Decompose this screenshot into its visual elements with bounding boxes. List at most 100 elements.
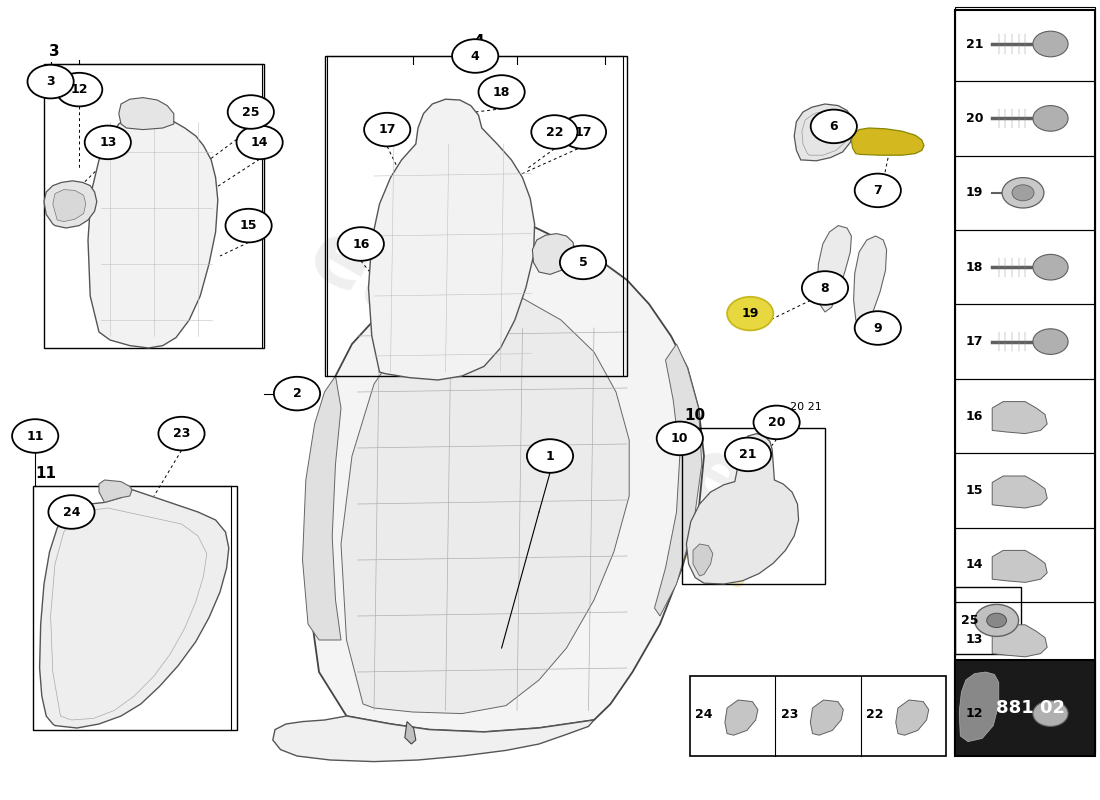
Circle shape bbox=[1033, 106, 1068, 131]
Polygon shape bbox=[654, 344, 702, 616]
Bar bbox=[955, 587, 1021, 654]
Text: 10: 10 bbox=[671, 432, 689, 445]
Text: 9: 9 bbox=[873, 322, 882, 334]
Bar bbox=[324, 56, 627, 376]
Text: 14: 14 bbox=[251, 136, 268, 149]
Polygon shape bbox=[88, 114, 218, 348]
Polygon shape bbox=[895, 700, 928, 735]
Circle shape bbox=[478, 75, 525, 109]
Circle shape bbox=[855, 174, 901, 207]
Circle shape bbox=[1033, 329, 1068, 354]
Text: 13: 13 bbox=[99, 136, 117, 149]
Circle shape bbox=[531, 115, 578, 149]
Text: 3: 3 bbox=[50, 44, 60, 59]
Circle shape bbox=[1002, 178, 1044, 208]
Polygon shape bbox=[308, 164, 704, 732]
Circle shape bbox=[228, 95, 274, 129]
Polygon shape bbox=[992, 476, 1047, 508]
Bar bbox=[955, 82, 1094, 155]
Text: 22: 22 bbox=[866, 708, 883, 721]
Circle shape bbox=[1033, 701, 1068, 726]
Text: 19: 19 bbox=[966, 186, 983, 199]
Polygon shape bbox=[817, 226, 851, 312]
Text: 17: 17 bbox=[966, 335, 983, 348]
Text: 4: 4 bbox=[473, 34, 484, 50]
Polygon shape bbox=[44, 181, 97, 228]
Circle shape bbox=[855, 311, 901, 345]
Text: 7: 7 bbox=[873, 184, 882, 197]
Polygon shape bbox=[405, 722, 416, 744]
Text: 1: 1 bbox=[546, 450, 554, 462]
Polygon shape bbox=[302, 376, 341, 640]
Text: 4: 4 bbox=[471, 50, 480, 62]
Bar bbox=[955, 676, 1094, 750]
Polygon shape bbox=[40, 490, 229, 728]
Text: eurospares: eurospares bbox=[294, 212, 806, 556]
Polygon shape bbox=[959, 672, 999, 742]
Text: 23: 23 bbox=[173, 427, 190, 440]
Circle shape bbox=[975, 605, 1019, 637]
Text: 17: 17 bbox=[574, 126, 592, 138]
Text: 5: 5 bbox=[579, 256, 587, 269]
Text: 16: 16 bbox=[966, 410, 983, 422]
Circle shape bbox=[560, 115, 606, 149]
Polygon shape bbox=[532, 234, 574, 274]
Text: 11: 11 bbox=[35, 466, 56, 481]
Bar bbox=[955, 230, 1094, 304]
Polygon shape bbox=[992, 625, 1047, 657]
Text: 21: 21 bbox=[966, 38, 983, 50]
Circle shape bbox=[560, 246, 606, 279]
Text: 6: 6 bbox=[829, 120, 838, 133]
Circle shape bbox=[48, 495, 95, 529]
Polygon shape bbox=[341, 280, 629, 714]
Circle shape bbox=[1012, 185, 1034, 201]
Circle shape bbox=[338, 227, 384, 261]
Circle shape bbox=[725, 438, 771, 471]
Circle shape bbox=[226, 209, 272, 242]
Bar bbox=[690, 676, 946, 756]
Circle shape bbox=[727, 297, 773, 330]
Circle shape bbox=[802, 271, 848, 305]
Text: 15: 15 bbox=[966, 484, 983, 497]
Polygon shape bbox=[693, 544, 713, 576]
Text: 23: 23 bbox=[781, 708, 798, 721]
Bar bbox=[682, 428, 825, 584]
Polygon shape bbox=[992, 550, 1047, 582]
Circle shape bbox=[236, 126, 283, 159]
Text: 2: 2 bbox=[293, 387, 301, 400]
Text: 16: 16 bbox=[352, 238, 370, 250]
Text: 13: 13 bbox=[966, 633, 983, 646]
Polygon shape bbox=[119, 98, 174, 130]
Text: 14: 14 bbox=[966, 558, 983, 571]
Bar bbox=[955, 305, 1094, 379]
Polygon shape bbox=[273, 716, 594, 762]
Circle shape bbox=[754, 406, 800, 439]
Bar bbox=[955, 528, 1094, 602]
Text: 24: 24 bbox=[695, 708, 713, 721]
Circle shape bbox=[811, 110, 857, 143]
Text: 12: 12 bbox=[966, 707, 983, 720]
Circle shape bbox=[158, 417, 205, 450]
Bar bbox=[44, 64, 264, 348]
Bar bbox=[955, 602, 1094, 676]
Polygon shape bbox=[794, 104, 854, 161]
Circle shape bbox=[28, 65, 74, 98]
Bar bbox=[955, 10, 1094, 754]
Polygon shape bbox=[53, 190, 86, 222]
Text: 17: 17 bbox=[378, 123, 396, 136]
Polygon shape bbox=[686, 434, 799, 584]
Polygon shape bbox=[99, 480, 132, 502]
Circle shape bbox=[1033, 31, 1068, 57]
Text: 21: 21 bbox=[739, 448, 757, 461]
Circle shape bbox=[12, 419, 58, 453]
Circle shape bbox=[274, 377, 320, 410]
Text: 18: 18 bbox=[966, 261, 983, 274]
Text: 22: 22 bbox=[546, 126, 563, 138]
Text: 15: 15 bbox=[240, 219, 257, 232]
Text: 25: 25 bbox=[242, 106, 260, 118]
Polygon shape bbox=[851, 128, 924, 155]
Bar bbox=[955, 453, 1094, 528]
Text: 20: 20 bbox=[768, 416, 785, 429]
Text: 10: 10 bbox=[684, 408, 705, 423]
Text: 11: 11 bbox=[26, 430, 44, 442]
